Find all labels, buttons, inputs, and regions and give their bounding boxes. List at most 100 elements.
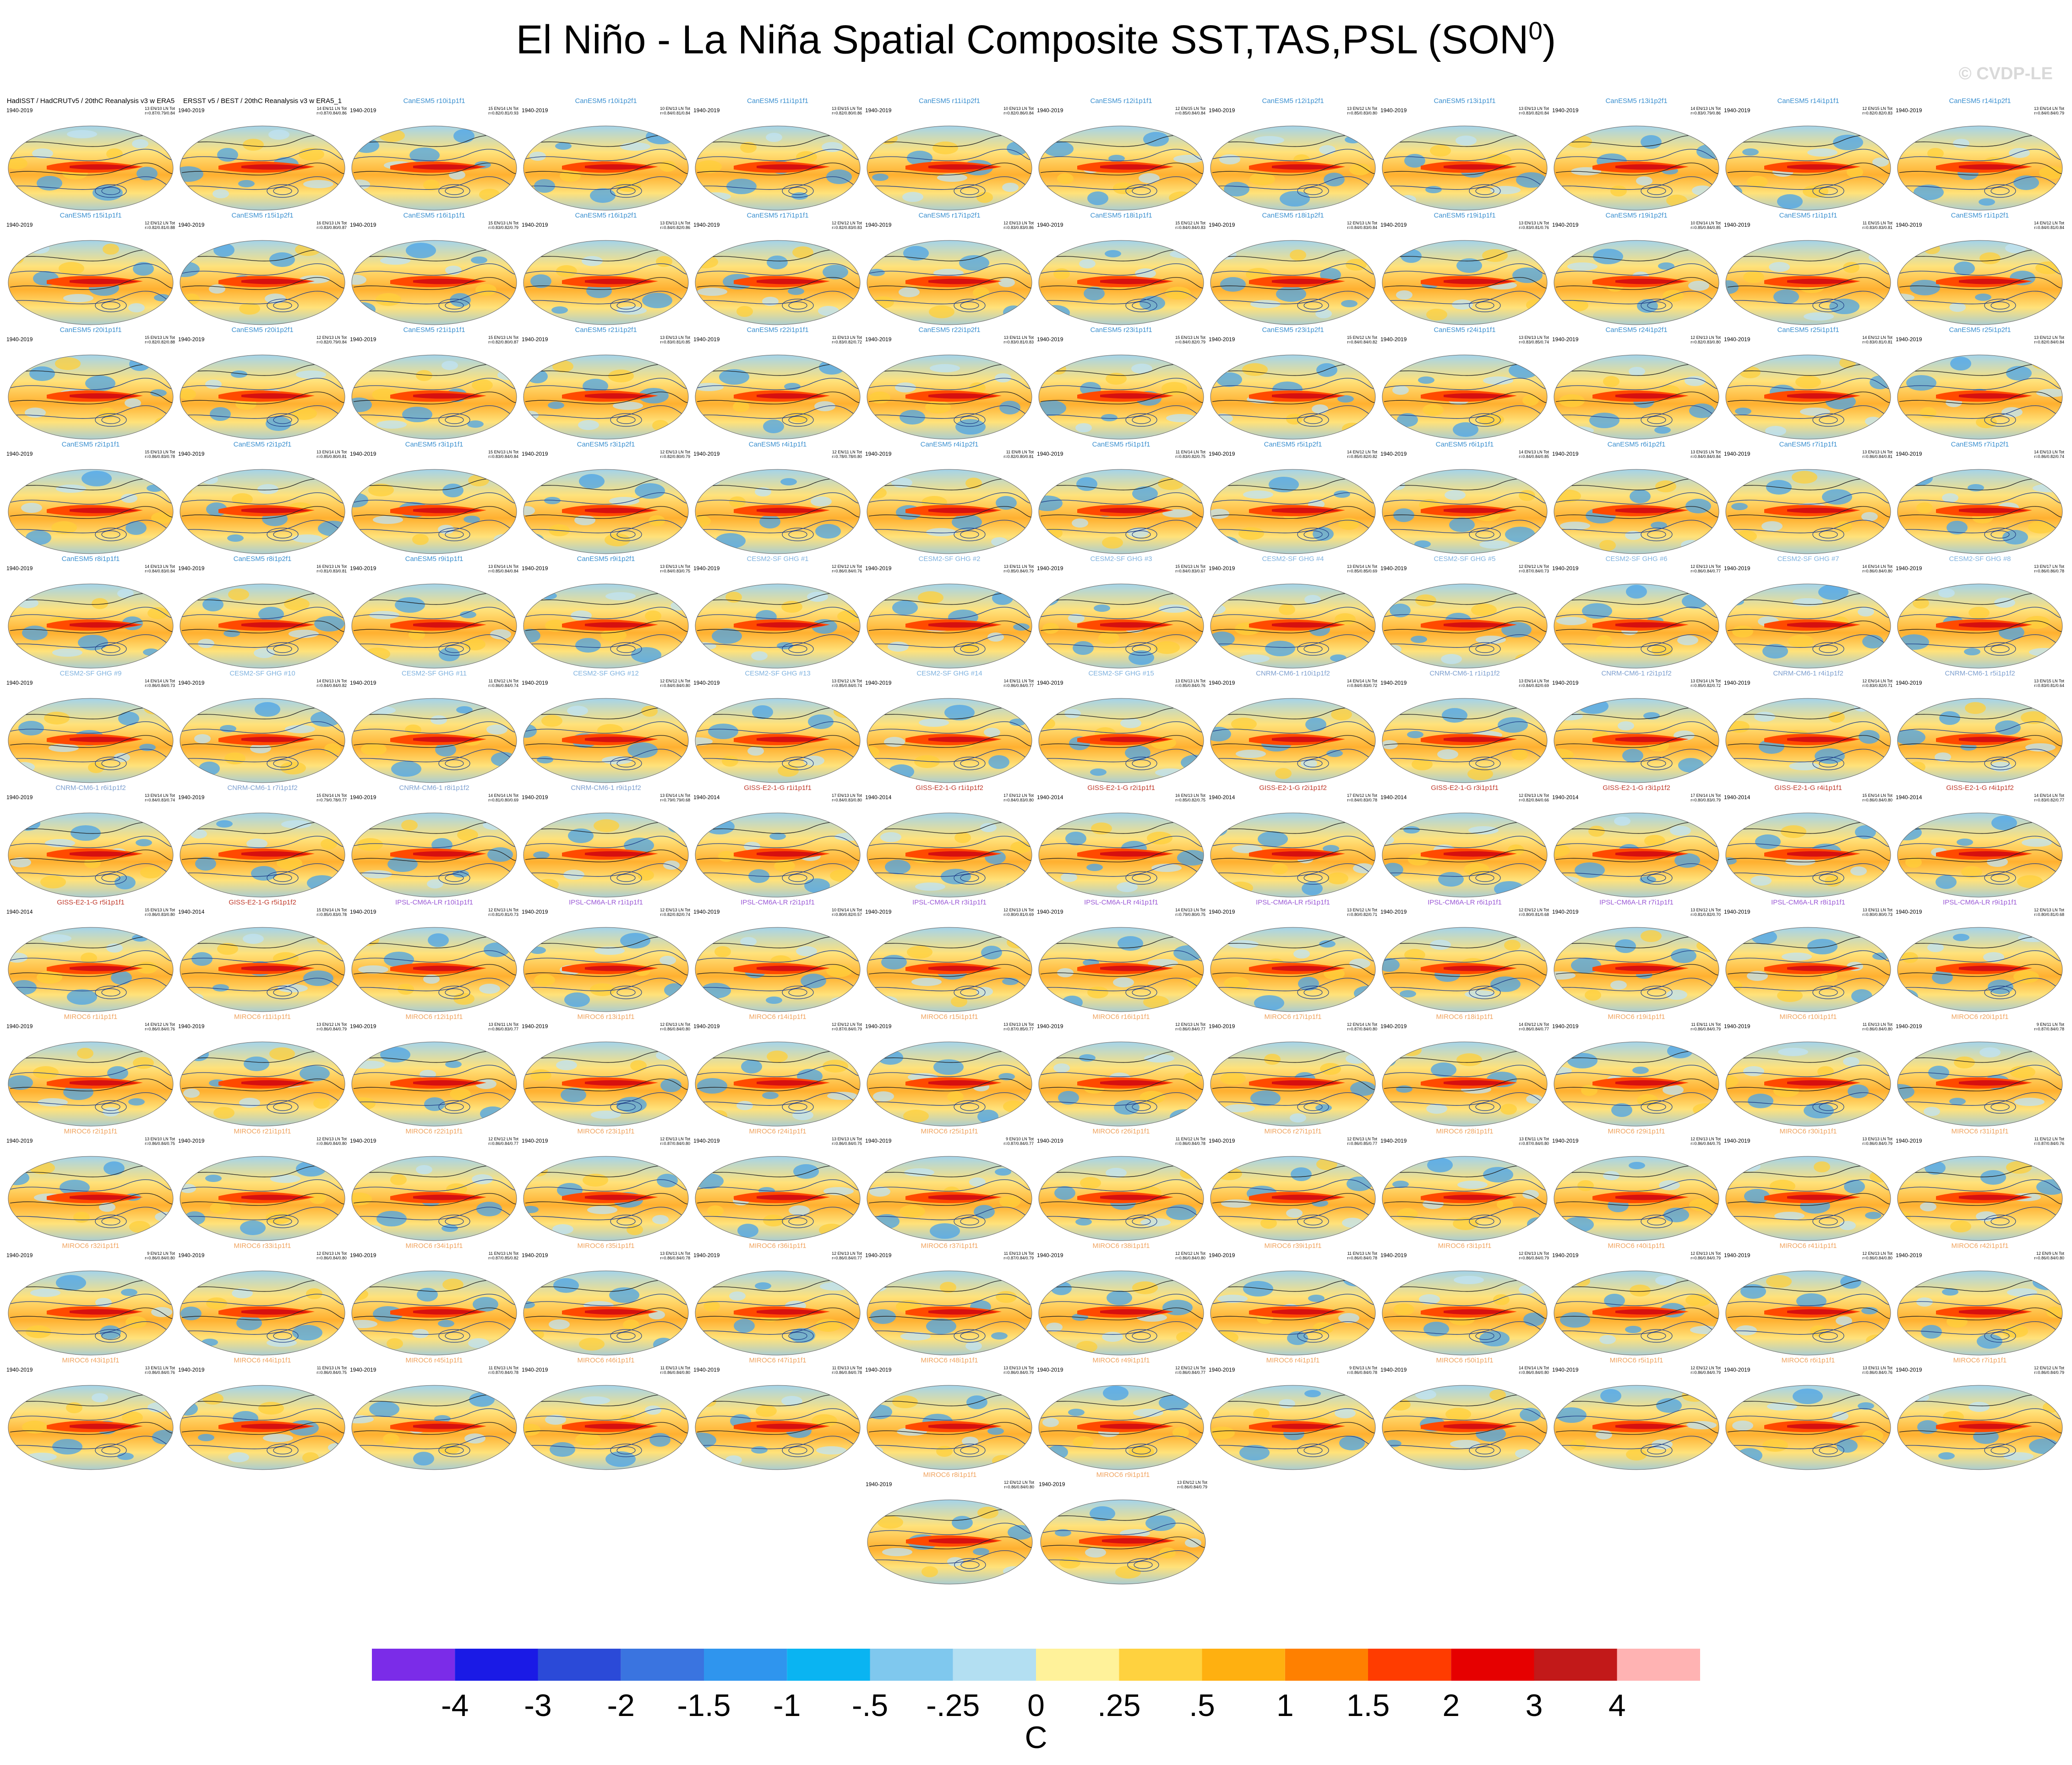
panel-title: CanESM5 r24i1p1f1 — [1434, 326, 1496, 334]
watermark: © CVDP-LE — [1958, 64, 2053, 83]
panel-stats: 12 EN/13 LN Tot r=0.86/0.84/0.80 — [316, 1251, 347, 1260]
robinson-map — [1038, 1156, 1204, 1241]
robinson-map — [1382, 1156, 1548, 1241]
panel-period: 1940-2019 — [1724, 1023, 1750, 1030]
panel-period: 1940-2019 — [178, 565, 205, 572]
panel-title: MIROC6 r22i1p1f1 — [405, 1128, 463, 1135]
panel-stats: 12 EN/12 LN Tot r=0.82/0.81/0.88 — [145, 221, 175, 230]
colorbar-tick-label: -1 — [773, 1688, 801, 1723]
panel-title: CESM2-SF GHG #10 — [229, 670, 295, 677]
panel-stats: 12 EN/13 LN Tot r=0.82/0.82/0.74 — [660, 908, 690, 917]
panel-period: 1940-2019 — [6, 1367, 33, 1373]
panel-title: MIROC6 r44i1p1f1 — [234, 1356, 291, 1364]
robinson-map — [1382, 125, 1548, 211]
panel-stats: 12 EN/12 LN Tot r=0.82/0.83/0.83 — [832, 221, 862, 230]
panel-stats: 13 EN/15 LN Tot r=0.83/0.81/0.64 — [2034, 679, 2064, 688]
panel-title: MIROC6 r31i1p1f1 — [1951, 1128, 2009, 1135]
map-panel: CanESM5 r5i1p1f1 1940-2019 11 EN/14 LN Tot… — [1036, 441, 1206, 555]
map-panel: CNRM-CM6-1 r1i1p1f2 1940-2019 13 EN/14 LN … — [1380, 670, 1550, 784]
robinson-map — [1038, 240, 1204, 325]
map-panel: MIROC6 r45i1p1f1 1940-2019 11 EN/13 LN Tot… — [349, 1356, 519, 1471]
colorbar-tick-label: 0 — [1027, 1688, 1045, 1723]
panel-title: CanESM5 r17i1p1f1 — [747, 212, 809, 219]
page-title: El Niño - La Niña Spatial Composite SST,… — [0, 16, 2072, 63]
panel-period: 1940-2019 — [1552, 336, 1579, 343]
map-panel: MIROC6 r10i1p1f1 1940-2019 11 EN/13 LN Tot… — [1723, 1013, 1893, 1128]
panel-title: MIROC6 r37i1p1f1 — [921, 1242, 978, 1250]
panel-stats: 15 EN/14 LN Tot r=0.79/0.78/0.77 — [316, 793, 347, 802]
panel-period: 1940-2019 — [1552, 909, 1579, 915]
robinson-map — [1554, 1041, 1719, 1127]
panel-title: CESM2-SF GHG #11 — [401, 670, 467, 677]
panel-title: CanESM5 r10i1p2f1 — [575, 97, 637, 105]
panel-title: CanESM5 r7i1p1f1 — [1779, 441, 1838, 448]
panel-title: MIROC6 r8i1p1f1 — [923, 1471, 977, 1479]
panel-stats: 13 EN/13 LN Tot r=0.84/0.83/0.75 — [660, 564, 690, 573]
panel-stats: 12 EN/13 LN Tot r=0.86/0.84/0.80 — [1862, 1251, 1892, 1260]
panel-period: 1940-2019 — [178, 1367, 205, 1373]
panel-period: 1940-2019 — [1037, 107, 1063, 114]
map-panel: MIROC6 r9i1p1f1 1940-2019 13 EN/12 LN Tot … — [1038, 1471, 1208, 1585]
panel-title: MIROC6 r2i1p1f1 — [64, 1128, 118, 1135]
map-panel: CESM2-SF GHG #12 1940-2019 12 EN/12 LN Tot… — [521, 670, 691, 784]
panel-title: CNRM-CM6-1 r10i1p1f2 — [1256, 670, 1330, 677]
panel-stats: 12 EN/12 LN Tot r=0.86/0.84/0.77 — [488, 1137, 518, 1146]
map-panel: GISS-E2-1-G r3i1p1f1 1940-2014 12 EN/13 LN… — [1380, 784, 1550, 899]
map-panel: MIROC6 r14i1p1f1 1940-2019 12 EN/12 LN Tot… — [692, 1013, 863, 1128]
panel-period: 1940-2019 — [1896, 451, 1922, 457]
robinson-map — [1038, 1385, 1204, 1470]
panel-period: 1940-2019 — [6, 336, 33, 343]
panel-period: 1940-2019 — [865, 451, 892, 457]
map-panel: CanESM5 r23i1p1f1 1940-2019 15 EN/13 LN To… — [1036, 326, 1206, 441]
panel-period: 1940-2019 — [1037, 565, 1063, 572]
robinson-map — [351, 1156, 517, 1241]
robinson-map — [867, 240, 1032, 325]
panel-stats: 11 EN/12 LN Tot r=0.86/0.84/0.74 — [488, 679, 518, 688]
map-panel: MIROC6 r3i1p1f1 1940-2019 12 EN/13 LN Tot … — [1380, 1242, 1550, 1356]
panel-stats: 14 EN/14 LN Tot r=0.81/0.80/0.69 — [488, 793, 518, 802]
panel-title: MIROC6 r3i1p1f1 — [1438, 1242, 1492, 1250]
panel-period: 1940-2019 — [522, 107, 548, 114]
panel-title: IPSL-CM6A-LR r6i1p1f1 — [1428, 899, 1502, 906]
panel-stats: 13 EN/13 LN Tot r=0.86/0.84/0.79 — [1862, 1137, 1892, 1146]
panel-stats: 12 EN/13 LN Tot r=0.82/0.83/0.80 — [1690, 335, 1721, 344]
panel-stats: 13 EN/14 LN Tot r=0.84/0.83/0.74 — [145, 793, 175, 802]
panel-period: 1940-2019 — [1380, 1138, 1407, 1144]
robinson-map — [1038, 927, 1204, 1012]
panel-period: 1940-2019 — [6, 451, 33, 457]
panel-stats: 13 EN/14 LN Tot r=0.85/0.80/0.81 — [316, 450, 347, 459]
panel-stats: 11 EN/14 LN Tot r=0.83/0.82/0.75 — [1175, 450, 1205, 459]
map-panel: MIROC6 r48i1p1f1 1940-2019 13 EN/13 LN Tot… — [864, 1356, 1035, 1471]
panel-title: CESM2-SF GHG #14 — [916, 670, 982, 677]
robinson-map — [1897, 469, 2063, 554]
panel-period: 1940-2014 — [865, 794, 892, 801]
panel-stats: 13 EN/12 LN Tot r=0.82/0.84/0.84 — [2034, 335, 2064, 344]
panel-stats: 11 EN/13 LN Tot r=0.83/0.82/0.72 — [832, 335, 862, 344]
panel-title: CanESM5 r5i1p2f1 — [1264, 441, 1322, 448]
robinson-map — [1382, 240, 1548, 325]
panel-stats: 15 EN/14 LN Tot r=0.85/0.83/0.78 — [316, 908, 347, 917]
panel-period: 1940-2019 — [865, 565, 892, 572]
map-panel: CESM2-SF GHG #13 1940-2019 13 EN/12 LN Tot… — [692, 670, 863, 784]
panel-stats: 13 EN/14 LN Tot r=0.85/0.85/0.69 — [1347, 564, 1377, 573]
panel-title: CanESM5 r16i1p1f1 — [403, 212, 465, 219]
robinson-map — [695, 1041, 861, 1127]
map-panel: CanESM5 r3i1p2f1 1940-2019 12 EN/13 LN Tot… — [521, 441, 691, 555]
panel-title: MIROC6 r41i1p1f1 — [1779, 1242, 1837, 1250]
panel-title: CanESM5 r2i1p2f1 — [233, 441, 292, 448]
panel-period: 1940-2019 — [866, 1481, 892, 1487]
robinson-map — [1725, 583, 1891, 669]
panel-stats: 17 EN/13 LN Tot r=0.84/0.83/0.80 — [832, 793, 862, 802]
map-panel: CanESM5 r4i1p1f1 1940-2019 12 EN/11 LN Tot… — [692, 441, 863, 555]
panel-title: MIROC6 r43i1p1f1 — [62, 1356, 120, 1364]
panel-stats: 9 EN/10 LN Tot r=0.87/0.84/0.77 — [1003, 1137, 1034, 1146]
panel-title: CESM2-SF GHG #7 — [1777, 555, 1839, 563]
panel-title: MIROC6 r12i1p1f1 — [405, 1013, 463, 1021]
robinson-map — [351, 1041, 517, 1127]
panel-period: 1940-2019 — [1552, 565, 1579, 572]
panel-stats: 13 EN/11 LN Tot r=0.87/0.84/0.80 — [1519, 1137, 1549, 1146]
robinson-map — [867, 1499, 1033, 1585]
robinson-map — [351, 1270, 517, 1356]
panel-title: GISS-E2-1-G r5i1p1f1 — [57, 899, 125, 906]
robinson-map — [8, 698, 174, 783]
